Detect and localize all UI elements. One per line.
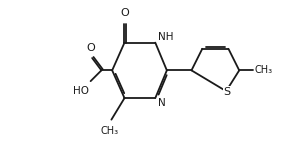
Text: O: O [120,8,129,18]
Text: NH: NH [158,32,174,42]
Text: N: N [158,98,165,108]
Text: CH₃: CH₃ [255,65,273,75]
Text: HO: HO [73,86,89,96]
Text: S: S [223,87,230,97]
Text: CH₃: CH₃ [101,126,119,136]
Text: O: O [86,43,95,53]
